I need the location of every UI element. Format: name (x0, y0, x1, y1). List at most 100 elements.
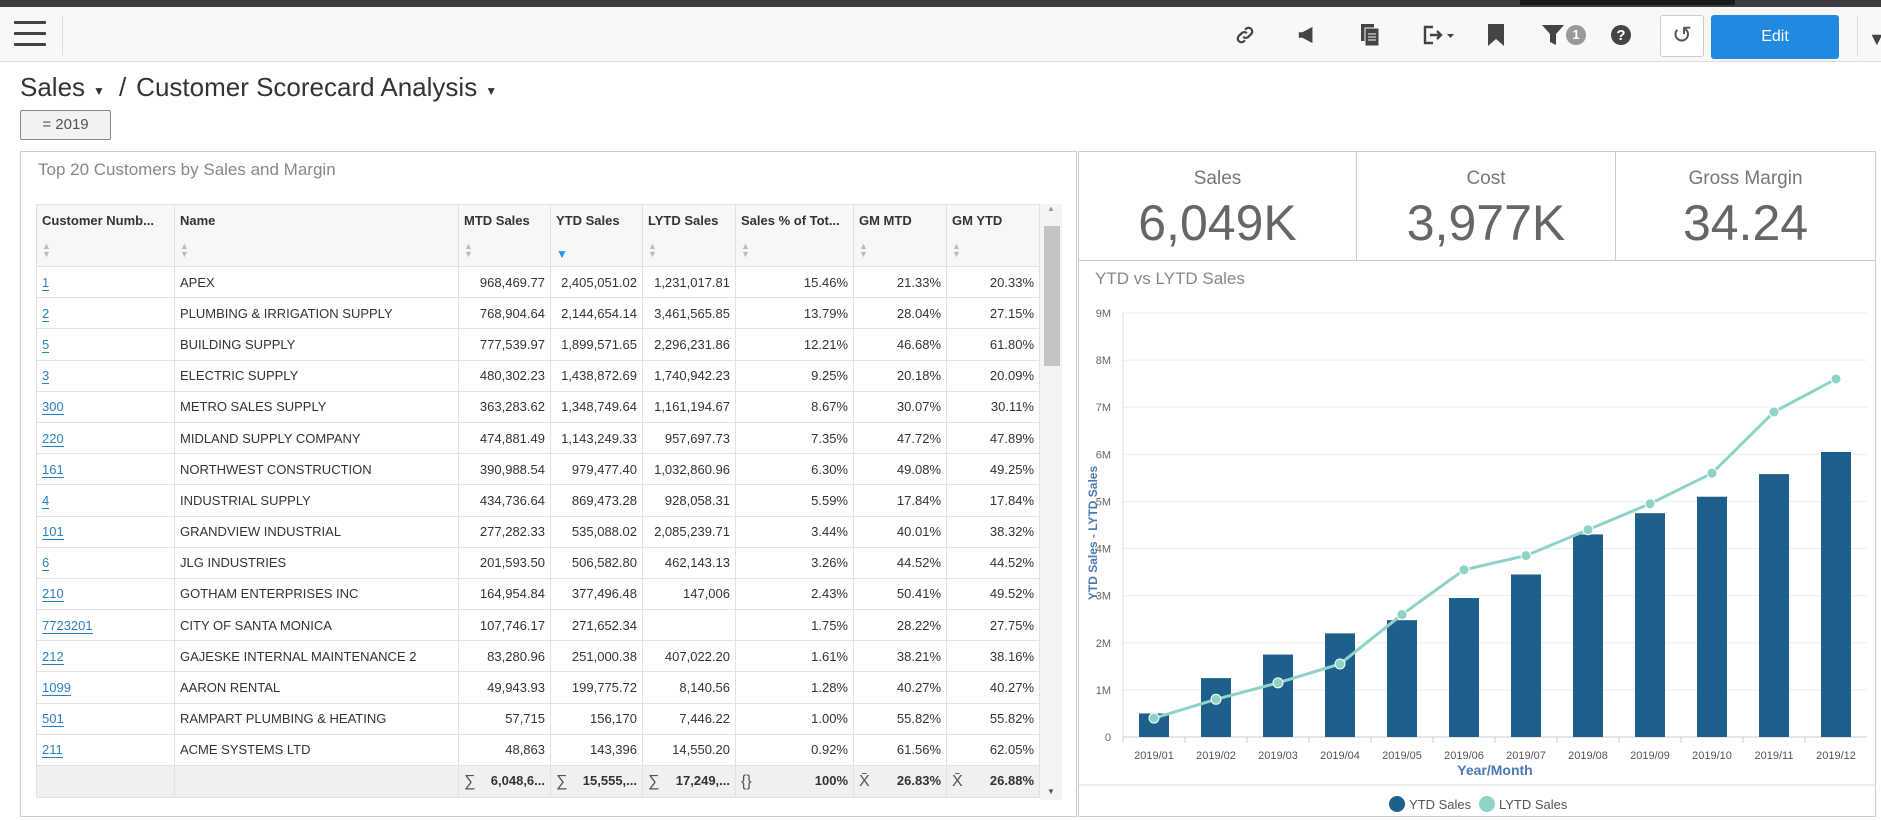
sort-icon[interactable]: ▲ ▼ (648, 241, 657, 259)
sort-icon[interactable]: ▲ ▼ (464, 241, 473, 259)
cell-value: 55.82% (989, 711, 1034, 727)
table-scrollbar[interactable]: ▲ ▼ (1040, 204, 1062, 800)
breadcrumb-parent[interactable]: Sales (20, 72, 86, 102)
sort-icon[interactable]: ▲ ▼ (180, 241, 189, 259)
cell-value: 7.35% (811, 430, 848, 446)
chart-panel: YTD vs LYTD Sales 0 1M 2M 3M 4M 5M 6M 7M 8M 9M 201… (1078, 260, 1876, 817)
customer-number-link[interactable]: 7723201 (42, 617, 93, 634)
table-cell: 1,438,872.69 (550, 359, 643, 392)
filter-count-badge: 1 (1566, 25, 1586, 45)
table-cell: 48,863 (458, 733, 551, 767)
table-cell: 15.46% (735, 265, 854, 299)
customer-number-link[interactable]: 1099 (42, 680, 71, 697)
cell-value: 434,736.64 (479, 492, 545, 508)
cell-value: 57,715 (505, 711, 545, 727)
customer-number-link[interactable]: 4 (42, 492, 50, 509)
cell-value: 9.25% (811, 368, 848, 384)
customer-number-link[interactable]: 212 (42, 648, 64, 665)
breadcrumb: Sales ▼ / Customer Scorecard Analysis ▼ (20, 72, 511, 103)
table-row: 212 GAJESKE INTERNAL MAINTENANCE 2 83,280.… (36, 640, 1040, 673)
column-header[interactable]: Name ▲ ▼ (174, 204, 459, 267)
link-icon[interactable] (1230, 21, 1260, 49)
lytd-sales-point (1768, 406, 1780, 418)
cell-value: 13.79% (803, 305, 848, 321)
customer-number-link[interactable]: 210 (42, 586, 64, 603)
customer-number-link[interactable]: 161 (42, 461, 64, 478)
cell-value: 377,496.48 (571, 586, 637, 602)
cell-value: 47.89% (989, 430, 1034, 446)
sort-icon[interactable]: ▲ ▼ (859, 241, 868, 259)
edit-button[interactable]: Edit (1711, 15, 1839, 59)
customer-number-link[interactable]: 220 (42, 430, 64, 447)
column-header[interactable]: MTD Sales ▲ ▼ (458, 204, 551, 267)
column-header-label: Name (180, 213, 216, 228)
cell-value: 44.52% (989, 555, 1034, 571)
scroll-down-icon[interactable]: ▼ (1047, 787, 1055, 796)
table-cell: 212 (36, 640, 175, 673)
sort-icon[interactable]: ▲ ▼ (42, 241, 51, 259)
cell-value: 143,396 (590, 742, 637, 758)
customer-number-link[interactable]: 6 (42, 555, 50, 572)
column-header[interactable]: Sales % of Tot... ▲ ▼ (735, 204, 854, 267)
customer-number-link[interactable]: 3 (42, 368, 50, 385)
customer-number-link[interactable]: 501 (42, 711, 64, 728)
cell-value: 407,022.20 (664, 648, 730, 664)
export-icon[interactable] (1418, 21, 1462, 49)
refresh-button[interactable]: ↺ (1660, 15, 1704, 57)
ytd-sales-bar (1697, 496, 1727, 737)
column-header[interactable]: Customer Numb... ▲ ▼ (36, 204, 175, 267)
column-header[interactable]: GM YTD ▲ ▼ (946, 204, 1040, 267)
column-header[interactable]: YTD Sales ▼ (550, 204, 643, 267)
cell-value: 1,899,571.65 (561, 336, 637, 352)
customer-number-link[interactable]: 1 (42, 274, 50, 291)
year-filter-chip[interactable]: = 2019 (20, 110, 111, 140)
megaphone-icon[interactable] (1292, 21, 1322, 49)
cell-value: 1,231,017.81 (654, 274, 730, 290)
table-cell: CITY OF SANTA MONICA (174, 609, 459, 642)
customer-number-link[interactable]: 211 (42, 742, 63, 759)
cell-value: 30.07% (896, 399, 941, 415)
table-cell: 407,022.20 (642, 640, 736, 673)
customer-number-link[interactable]: 101 (42, 524, 64, 541)
legend-ytd-sales: YTD Sales (1409, 797, 1472, 812)
help-icon[interactable]: ? (1608, 21, 1634, 49)
ytd-sales-bar (1573, 534, 1603, 737)
table-cell: 768,904.64 (458, 297, 551, 330)
x-tick-label: 2019/07 (1506, 750, 1546, 762)
footer-cell: X̄ 26.83% (853, 765, 947, 798)
column-header[interactable]: LYTD Sales ▲ ▼ (642, 204, 736, 267)
page-title[interactable]: Customer Scorecard Analysis (136, 72, 478, 102)
sort-descending-icon[interactable]: ▼ (556, 247, 568, 261)
cell-value: 2,085,239.71 (654, 524, 730, 540)
sort-icon[interactable]: ▲ ▼ (952, 241, 961, 259)
scrollbar-thumb[interactable] (1044, 226, 1060, 366)
cell-value: 462,143.13 (664, 555, 730, 571)
caret-down-icon[interactable]: ▼ (93, 83, 105, 98)
table-row: 210 GOTHAM ENTERPRISES INC 164,954.84 377,4… (36, 577, 1040, 611)
sort-icon[interactable]: ▲ ▼ (741, 241, 750, 259)
table-cell: 6 (36, 546, 175, 579)
table-cell: 28.04% (853, 297, 947, 330)
document-icon[interactable] (1355, 21, 1385, 49)
customer-number-link[interactable]: 2 (42, 305, 50, 322)
cell-value: 30.11% (990, 399, 1034, 415)
cell-value: 474,881.49 (479, 430, 545, 446)
column-header[interactable]: GM MTD ▲ ▼ (853, 204, 947, 267)
caret-down-icon[interactable]: ▼ (485, 83, 498, 98)
x-tick-label: 2019/08 (1568, 750, 1608, 762)
ytd-sales-bar (1139, 713, 1169, 737)
table-cell: 20.33% (946, 265, 1040, 299)
table-cell: 27.15% (946, 297, 1040, 330)
cell-value: 928,058.31 (664, 492, 730, 508)
customer-number-link[interactable]: 5 (42, 336, 50, 353)
table-row: 5 BUILDING SUPPLY 777,539.97 1,899,571.65 2,… (36, 328, 1040, 361)
menu-icon[interactable] (14, 21, 46, 49)
customer-number-link[interactable]: 300 (42, 399, 64, 416)
bookmark-icon[interactable] (1484, 21, 1508, 49)
table-cell: 164,954.84 (458, 577, 551, 611)
table-cell: 3.26% (735, 546, 854, 579)
scroll-up-icon[interactable]: ▲ (1047, 204, 1055, 213)
chevron-down-icon[interactable]: ▼ (1868, 29, 1881, 49)
table-cell: 1,143,249.33 (550, 421, 643, 455)
filter-icon[interactable]: 1 (1536, 21, 1592, 49)
